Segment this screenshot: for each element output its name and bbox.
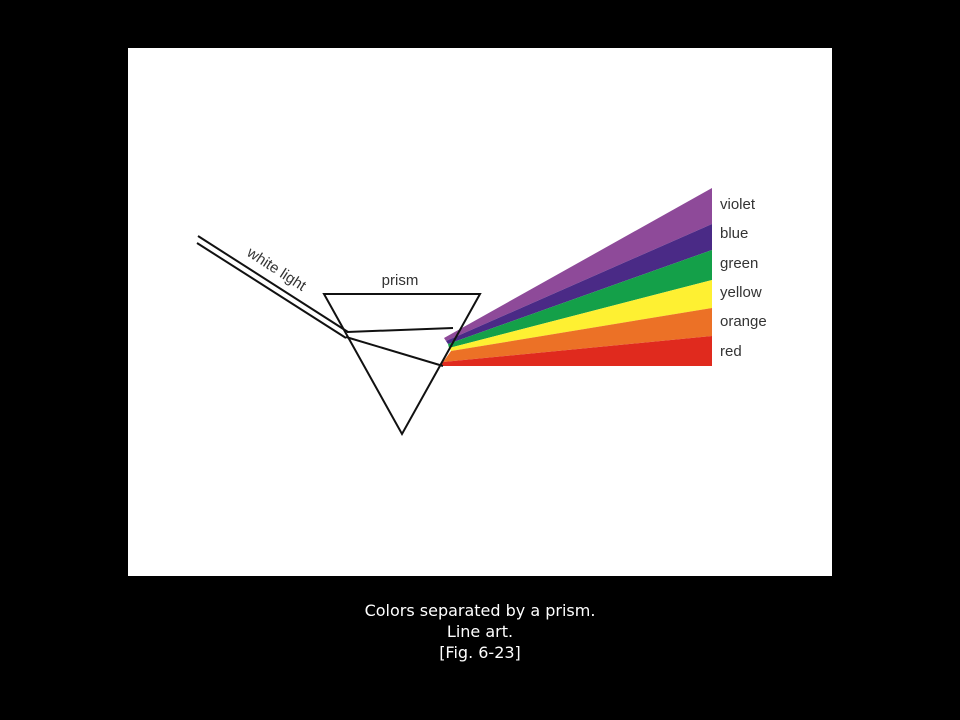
- prism-diagram: white light prism violet blue green yell…: [196, 188, 767, 437]
- label-violet: violet: [720, 196, 756, 213]
- figure-panel: white light prism violet blue green yell…: [128, 48, 832, 576]
- spectrum-bands: [441, 188, 712, 366]
- figure-caption: Colors separated by a prism. Line art. […: [0, 600, 960, 663]
- prism-triangle: [322, 293, 482, 437]
- caption-line-1: Colors separated by a prism.: [364, 601, 596, 620]
- label-orange: orange: [720, 313, 767, 330]
- white-light-label: white light: [243, 244, 310, 296]
- band-yellow: [449, 280, 712, 351]
- prism-label: prism: [382, 272, 419, 289]
- label-blue: blue: [720, 225, 748, 242]
- label-green: green: [720, 255, 758, 272]
- caption-line-2: Line art.: [446, 622, 514, 641]
- refracted-rays: [345, 327, 454, 367]
- band-red: [441, 336, 712, 366]
- band-violet: [444, 188, 712, 341]
- caption-line-3: [Fig. 6-23]: [439, 643, 521, 662]
- label-red: red: [720, 343, 742, 360]
- band-orange: [443, 308, 712, 362]
- white-light-beam: [196, 235, 349, 339]
- spectrum-labels: violet blue green yellow orange red: [720, 196, 767, 360]
- band-blue: [446, 224, 712, 344]
- label-yellow: yellow: [720, 284, 762, 301]
- band-green: [448, 250, 712, 348]
